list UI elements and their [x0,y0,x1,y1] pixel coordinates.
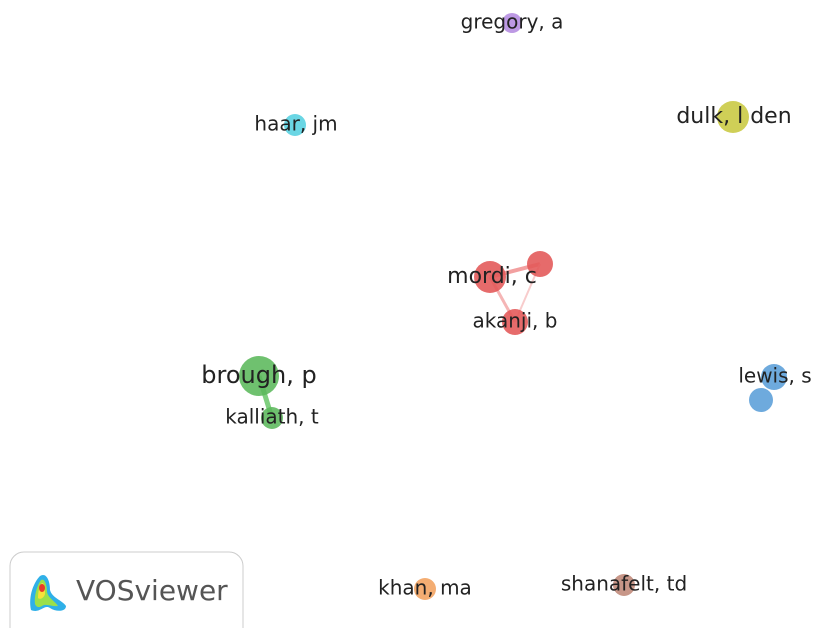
node[interactable] [613,574,635,596]
logo-box [9,551,244,628]
logo-icon [30,574,66,611]
node[interactable] [261,407,283,429]
node[interactable] [284,114,306,136]
node[interactable] [527,251,553,277]
node[interactable] [414,578,436,600]
node[interactable] [717,101,749,133]
node-label[interactable]: gregory, a [461,10,564,34]
node-label[interactable]: khan, ma [378,576,472,600]
node[interactable] [502,309,528,335]
node[interactable] [761,364,787,390]
node-label[interactable]: dulk, l den [676,104,791,129]
node-label[interactable]: mordi, c [447,264,537,289]
node-label[interactable]: akanji, b [473,309,558,333]
node-label[interactable]: shanafelt, td [561,572,687,596]
node-label[interactable]: kalliath, t [225,405,319,429]
node-label[interactable]: lewis, s [738,364,811,388]
logo: VOSviewer [9,551,244,628]
node[interactable] [502,13,522,33]
node-label[interactable]: haar, jm [254,112,337,136]
node[interactable] [239,356,279,396]
logo-text: VOSviewer [76,574,228,607]
node-label[interactable]: brough, p [201,361,316,389]
node[interactable] [749,388,773,412]
node[interactable] [474,261,506,293]
